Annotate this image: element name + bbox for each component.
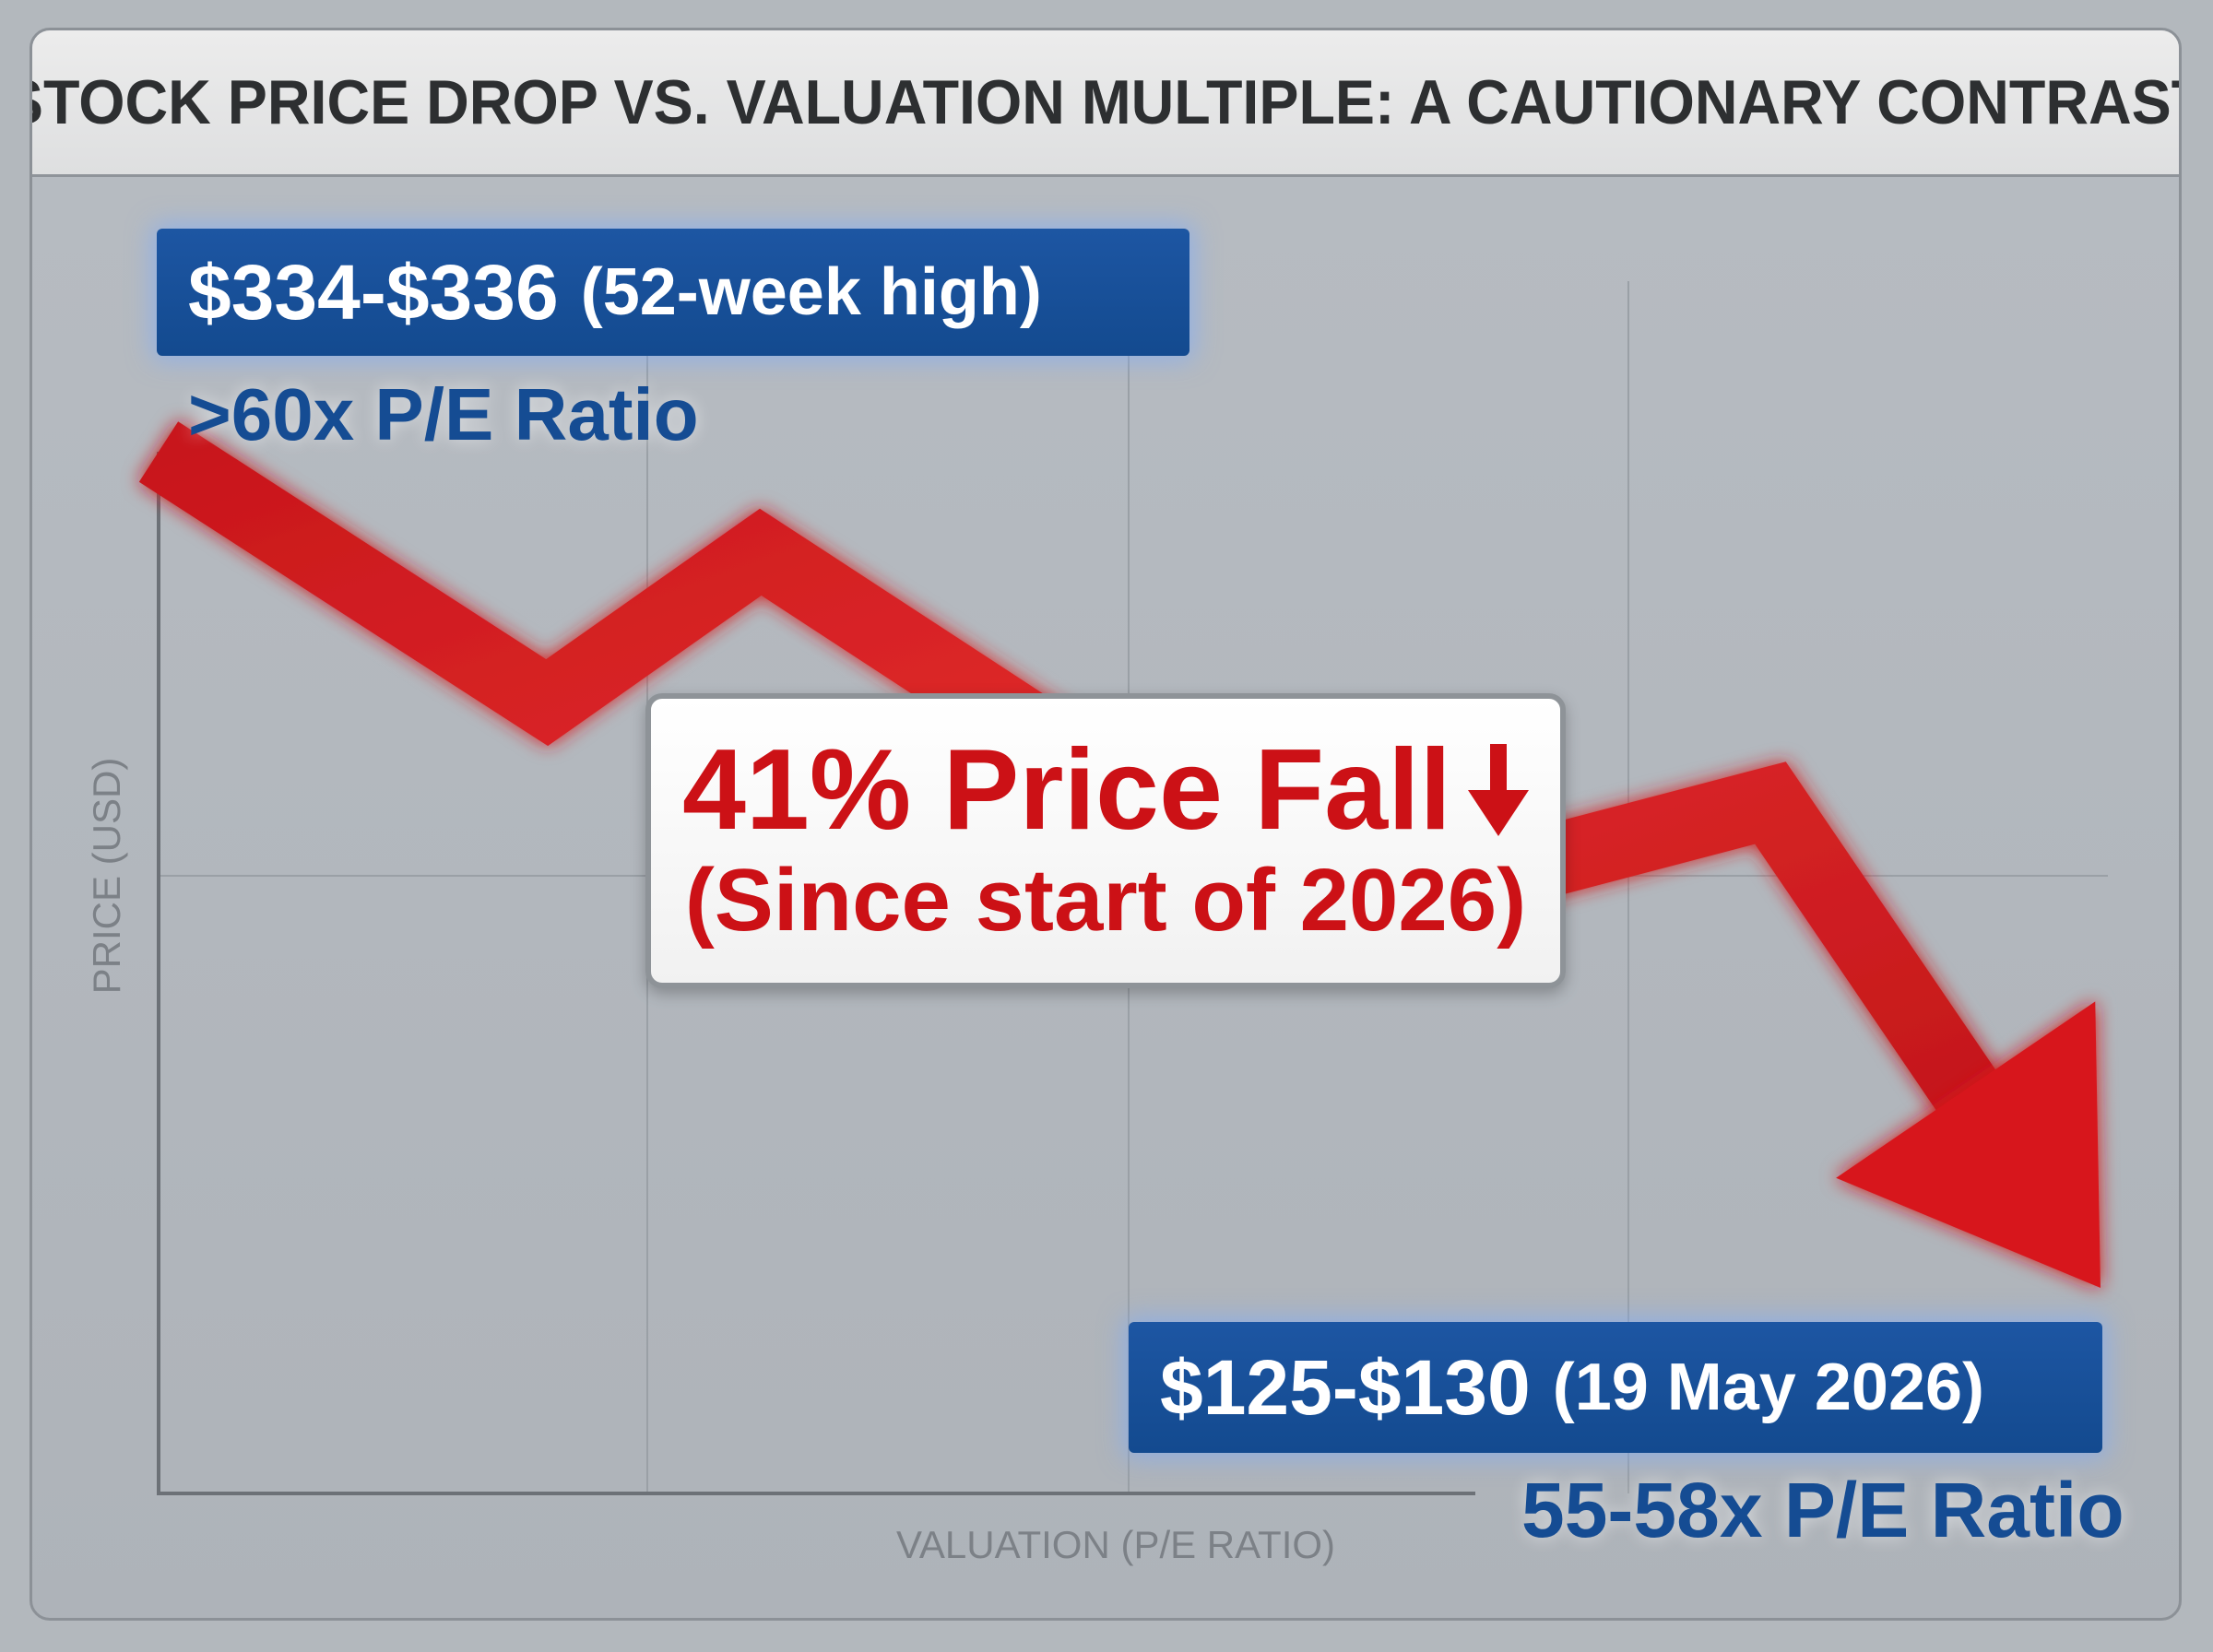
series-arrowhead (1836, 1001, 2101, 1288)
high-pe-label: >60x P/E Ratio (188, 373, 699, 455)
high-price-value: $334-$336 (188, 248, 559, 336)
y-axis-label: PRICE (USD) (85, 758, 128, 995)
callout-headline: 41% Price Fall (681, 726, 1452, 854)
high-price-tag: $334-$336 (52-week high) (157, 229, 1189, 356)
price-fall-callout: 41% Price Fall (Since start of 2026) (645, 693, 1566, 988)
chart-title: STOCK PRICE DROP VS. VALUATION MULTIPLE:… (30, 67, 2182, 137)
callout-headline-row: 41% Price Fall (681, 726, 1530, 854)
x-axis-label: VALUATION (P/E RATIO) (896, 1523, 1335, 1566)
low-pe-label: 55-58x P/E Ratio (1521, 1467, 2124, 1553)
data-point-4 (1769, 802, 1771, 804)
high-price-note: (52-week high) (580, 255, 1042, 329)
down-arrow-icon (1468, 743, 1530, 836)
low-price-value: $125-$130 (1160, 1343, 1531, 1431)
data-point-0 (158, 451, 160, 453)
data-point-5 (2100, 1287, 2101, 1289)
data-point-1 (546, 702, 548, 703)
low-price-tag: $125-$130 (19 May 2026) (1129, 1322, 2102, 1453)
data-point-2 (760, 551, 762, 553)
low-price-note: (19 May 2026) (1552, 1351, 1984, 1424)
title-bar: STOCK PRICE DROP VS. VALUATION MULTIPLE:… (32, 30, 2179, 177)
callout-subline: (Since start of 2026) (684, 850, 1527, 950)
axes (157, 452, 1475, 1495)
